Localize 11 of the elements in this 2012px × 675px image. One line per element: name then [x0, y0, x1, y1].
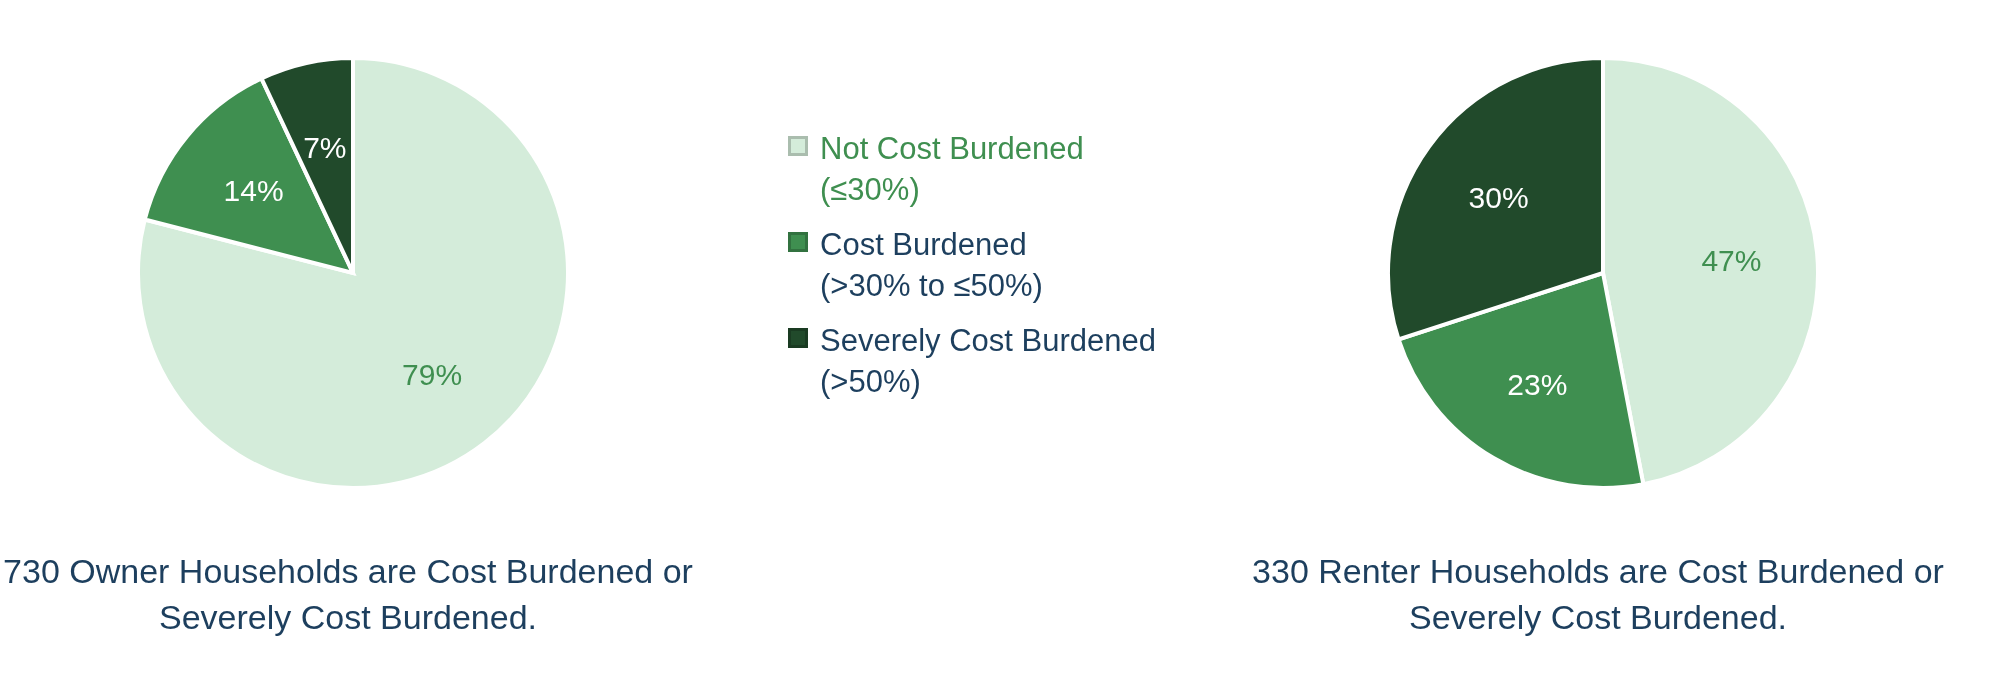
data-label: 23% [1507, 367, 1568, 401]
data-label: 79% [402, 358, 463, 392]
data-label: 7% [303, 130, 347, 164]
text: 330 Renter Households are Cost Burdened or Severely Cost Burdened. [1251, 551, 1945, 638]
data-label: 30% [1468, 180, 1529, 214]
legend-label: Cost Burdened (>30% to ≤50%) [820, 226, 1044, 305]
data-label: 14% [223, 174, 284, 208]
data-label: 47% [1701, 244, 1762, 278]
legend-label: Severely Cost Burdened (>50%) [820, 322, 1158, 401]
text: 730 Owner Households are Cost Burdened or Severely Cost Burdened. [2, 551, 694, 638]
legend-label: Not Cost Burdened (≤30%) [820, 130, 1085, 209]
